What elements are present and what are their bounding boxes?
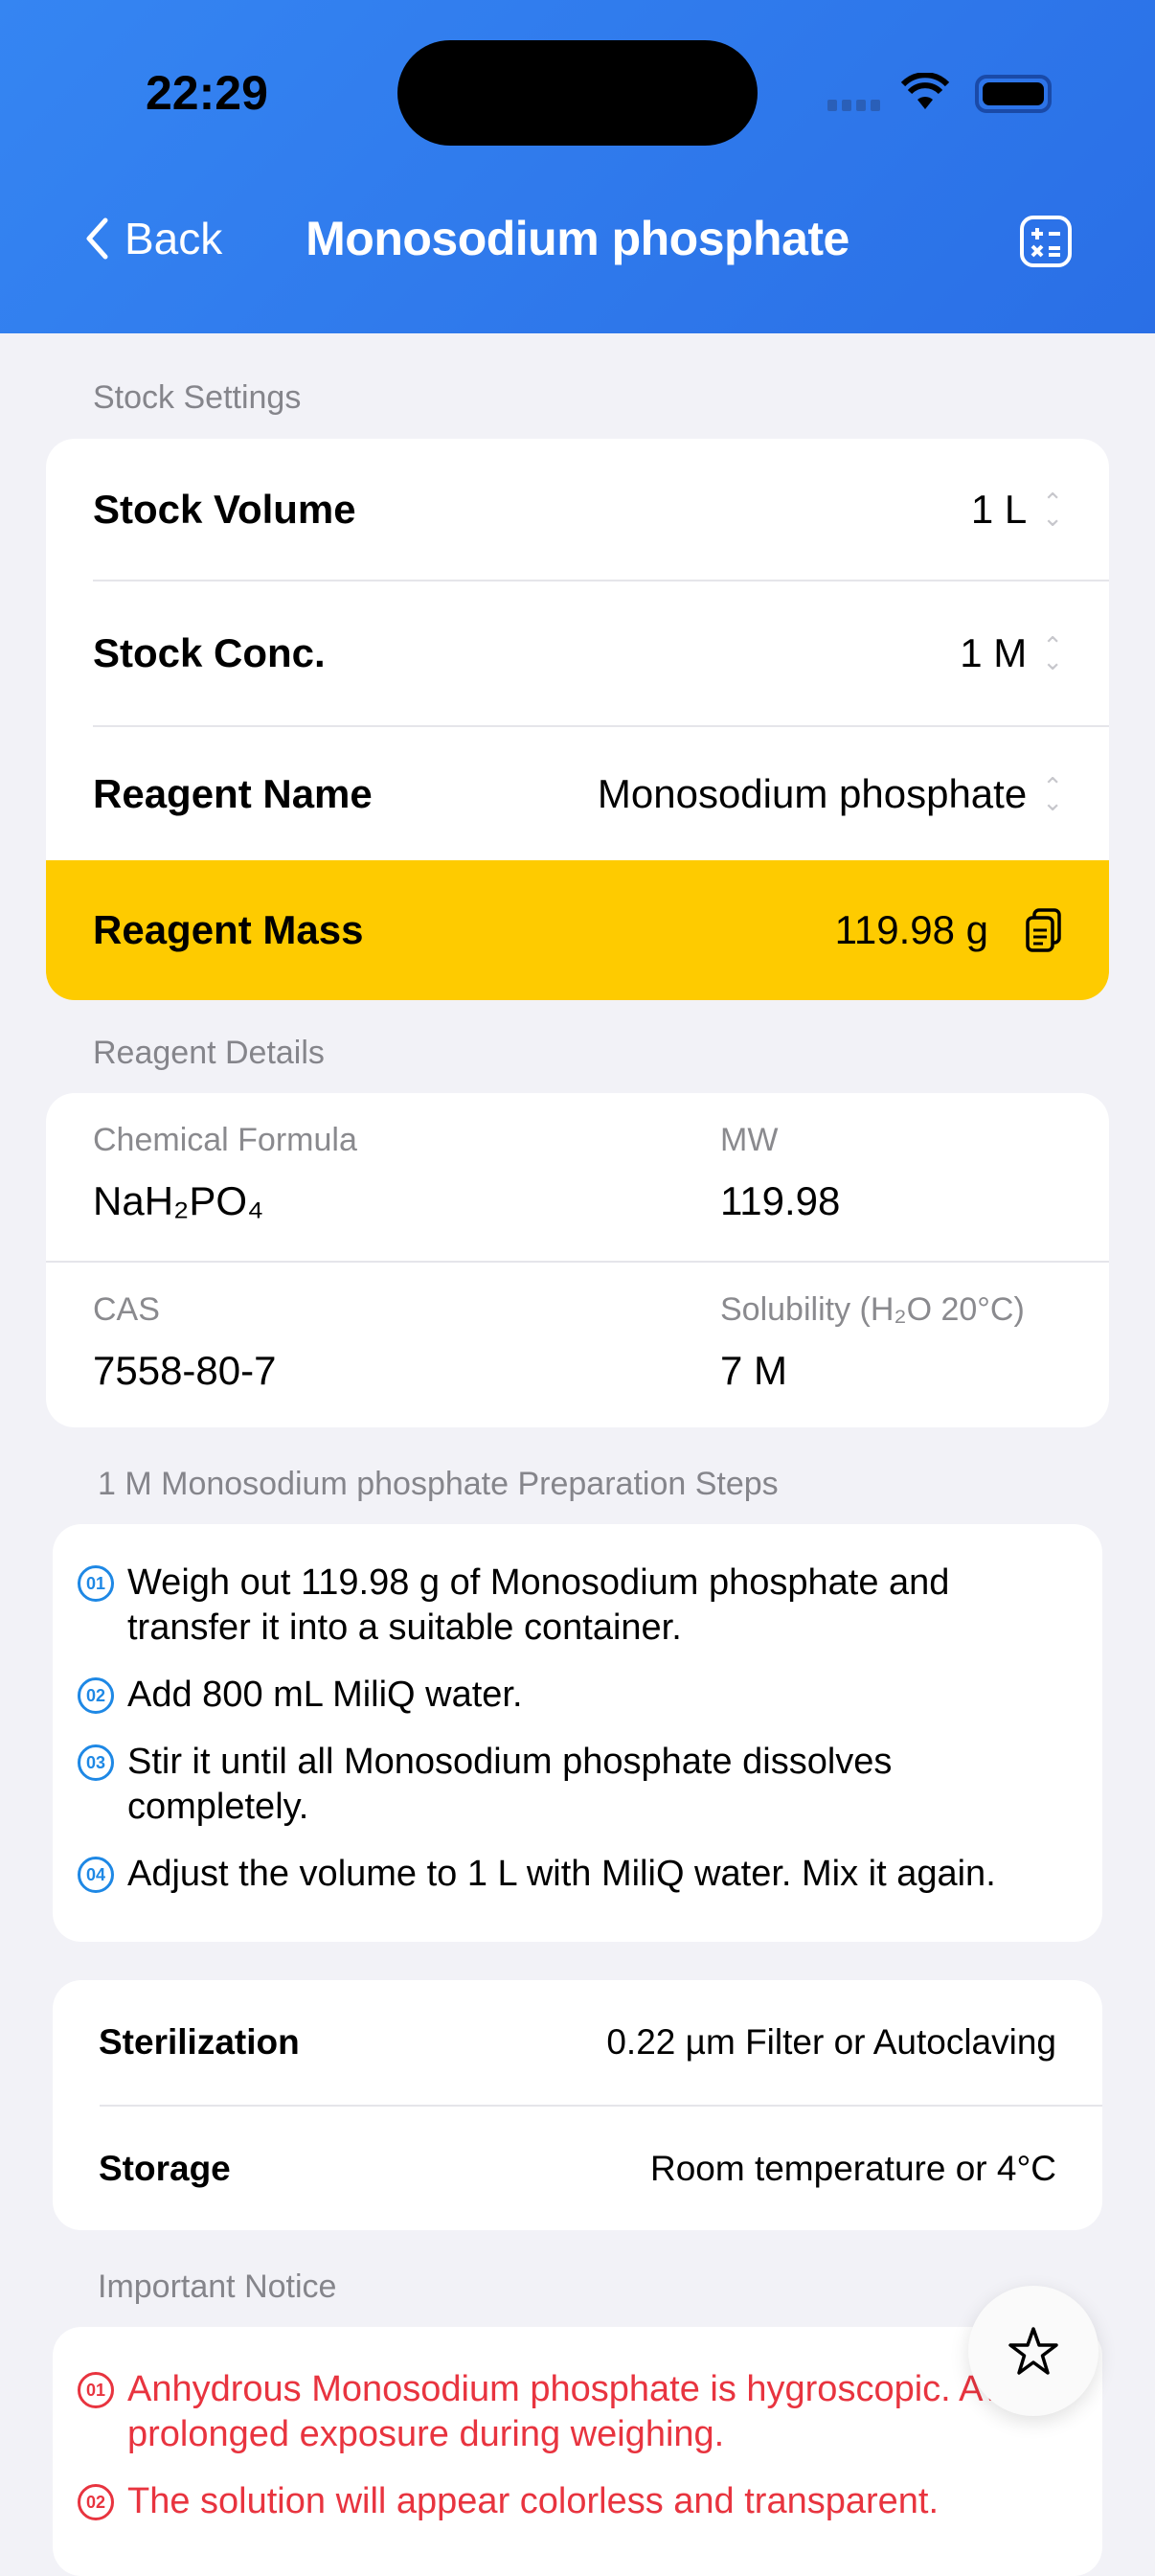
- notice-item: 01 Anhydrous Monosodium phosphate is hygr…: [78, 2367, 1064, 2457]
- step-number-icon: 03: [78, 1744, 114, 1781]
- battery-icon: [975, 75, 1052, 113]
- step-text: Add 800 mL MiliQ water.: [127, 1675, 523, 1715]
- storage-value: Room temperature or 4°C: [649, 2149, 1056, 2188]
- stock-conc-picker[interactable]: Stock Conc. 1 M ⌃ ⌄: [46, 581, 1109, 725]
- section-label-stock-settings: Stock Settings: [93, 379, 302, 416]
- cas-label: CAS: [93, 1291, 160, 1328]
- favorite-button[interactable]: [968, 2286, 1098, 2416]
- row-label: Reagent Mass: [93, 907, 364, 952]
- notice-number-icon: 01: [78, 2372, 114, 2408]
- step-item: 03 Stir it until all Monosodium phosphate…: [78, 1740, 1064, 1830]
- notice-text: The solution will appear colorless and t…: [127, 2481, 940, 2521]
- step-number-icon: 02: [78, 1677, 114, 1714]
- back-label: Back: [125, 214, 223, 263]
- chevron-up-down-icon: ⌃ ⌄: [1042, 631, 1063, 675]
- step-text: Weigh out 119.98 g of Monosodium phospha…: [127, 1562, 950, 1648]
- mw-label: MW: [720, 1122, 779, 1158]
- cas-value: 7558-80-7: [93, 1348, 277, 1393]
- handling-card: Sterilization 0.22 µm Filter or Autoclavi…: [53, 1980, 1102, 2230]
- storage-label: Storage: [99, 2149, 231, 2188]
- storage-row: Storage Room temperature or 4°C: [53, 2107, 1102, 2230]
- solubility-value: 7 M: [720, 1348, 788, 1393]
- calculator-icon[interactable]: [1019, 215, 1073, 268]
- divider: [100, 2105, 1102, 2107]
- cellular-signal-icon: [827, 100, 880, 111]
- row-label: Stock Conc.: [93, 630, 326, 675]
- copy-icon[interactable]: [1025, 907, 1063, 953]
- reagent-details-card: Chemical Formula NaH₂PO₄ MW 119.98 CAS 7558…: [46, 1093, 1109, 1427]
- notice-item: 02 The solution will appear colorless and…: [78, 2479, 1064, 2524]
- mw-value: 119.98: [720, 1178, 841, 1223]
- reagent-name-picker[interactable]: Reagent Name Monosodium phosphate ⌃ ⌄: [46, 727, 1109, 860]
- dynamic-island: [397, 40, 758, 146]
- section-label-reagent-details: Reagent Details: [93, 1035, 325, 1071]
- divider: [46, 1261, 1109, 1263]
- divider: [93, 580, 1109, 581]
- row-value: 1 L: [970, 486, 1028, 532]
- stock-settings-card: Stock Volume 1 L ⌃ ⌄ Stock Conc. 1 M ⌃ ⌄ Rea…: [46, 439, 1109, 1000]
- row-label: Stock Volume: [93, 486, 356, 532]
- step-number-icon: 01: [78, 1565, 114, 1602]
- formula-label: Chemical Formula: [93, 1122, 357, 1158]
- notice-number-icon: 02: [78, 2484, 114, 2520]
- reagent-mass-value: 119.98 g: [834, 907, 988, 952]
- reagent-mass-row: Reagent Mass 119.98 g: [46, 860, 1109, 1000]
- chevron-up-down-icon: ⌃ ⌄: [1042, 487, 1063, 532]
- solubility-label: Solubility (H₂O 20°C): [720, 1291, 1025, 1328]
- chevron-up-down-icon: ⌃ ⌄: [1042, 771, 1063, 816]
- section-label-important-notice: Important Notice: [98, 2268, 337, 2305]
- stock-volume-picker[interactable]: Stock Volume 1 L ⌃ ⌄: [46, 439, 1109, 580]
- status-time: 22:29: [146, 66, 268, 120]
- step-item: 01 Weigh out 119.98 g of Monosodium phosp…: [78, 1561, 1064, 1651]
- notice-text: Anhydrous Monosodium phosphate is hygros…: [127, 2369, 1050, 2454]
- sterilization-label: Sterilization: [99, 2022, 300, 2062]
- prep-steps-card: 01 Weigh out 119.98 g of Monosodium phosp…: [53, 1524, 1102, 1942]
- star-icon: [1008, 2327, 1058, 2375]
- row-value: 1 M: [960, 630, 1028, 675]
- row-label: Reagent Name: [93, 770, 373, 816]
- nav-header: 22:29 Back Monosodium phosphate: [0, 0, 1155, 333]
- step-item: 04 Adjust the volume to 1 L with MiliQ wa…: [78, 1852, 1064, 1897]
- sterilization-row: Sterilization 0.22 µm Filter or Autoclavi…: [53, 1980, 1102, 2105]
- step-number-icon: 04: [78, 1857, 114, 1893]
- back-button[interactable]: Back: [84, 213, 222, 264]
- wifi-icon: [900, 73, 950, 109]
- notice-card: 01 Anhydrous Monosodium phosphate is hygr…: [53, 2327, 1102, 2576]
- section-label-prep-steps: 1 M Monosodium phosphate Preparation Ste…: [98, 1466, 779, 1502]
- sterilization-value: 0.22 µm Filter or Autoclaving: [606, 2022, 1056, 2062]
- page-title: Monosodium phosphate: [306, 212, 849, 265]
- chevron-left-icon: [86, 217, 108, 260]
- formula-value: NaH₂PO₄: [93, 1178, 264, 1223]
- row-value: Monosodium phosphate: [597, 770, 1028, 816]
- step-item: 02 Add 800 mL MiliQ water.: [78, 1673, 1064, 1718]
- step-text: Stir it until all Monosodium phosphate d…: [127, 1742, 893, 1827]
- step-text: Adjust the volume to 1 L with MiliQ wate…: [127, 1854, 996, 1894]
- divider: [93, 725, 1109, 727]
